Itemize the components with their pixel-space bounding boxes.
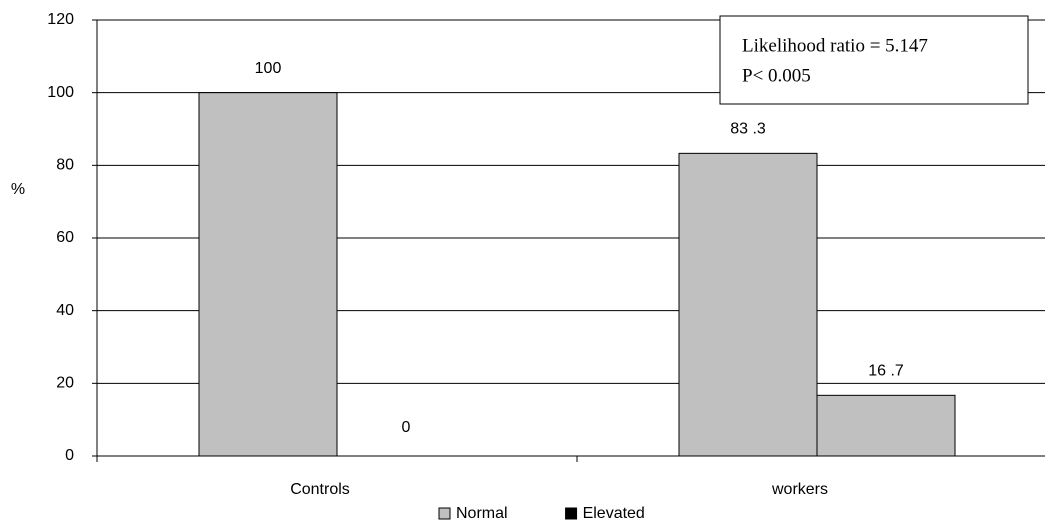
data-label: 100 [255,60,282,77]
legend-swatch [565,507,578,520]
annotation: Likelihood ratio = 5.147 [742,35,928,56]
data-label: 83 .3 [730,121,766,138]
y-tick-label: 100 [47,84,74,101]
y-tick-label: 20 [56,375,74,392]
bar [198,92,338,457]
bar [816,394,956,457]
y-tick-label: 80 [56,157,74,174]
annotation: P< 0.005 [742,65,811,86]
x-tick-label: workers [771,481,828,498]
data-label: 16 .7 [868,363,904,380]
y-axis-label: % [11,181,25,198]
y-tick-label: 60 [56,229,74,246]
legend-swatch [438,507,451,520]
y-tick-label: 120 [47,11,74,28]
y-tick-label: 0 [65,447,74,464]
annotation-box [719,15,1029,105]
legend-label: Elevated [583,505,645,522]
data-label: 0 [402,419,411,436]
x-tick-label: Controls [290,481,350,498]
legend-label: Normal [456,505,508,522]
bar [678,152,818,457]
y-tick-label: 40 [56,302,74,319]
